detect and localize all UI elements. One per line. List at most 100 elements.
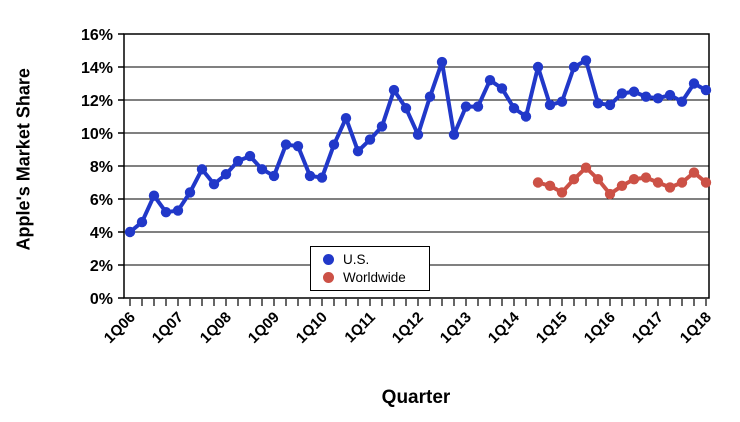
data-point	[628, 174, 640, 185]
data-point	[460, 101, 472, 112]
data-point	[124, 226, 136, 238]
x-tick-label: 1Q15	[533, 309, 571, 347]
x-tick-label: 1Q17	[629, 309, 667, 347]
y-tick-label: 16%	[81, 27, 113, 44]
data-point	[412, 129, 424, 140]
data-point	[640, 91, 652, 102]
x-ticks	[129, 299, 707, 306]
data-point	[232, 155, 244, 167]
data-point	[364, 134, 376, 145]
legend-dot-worldwide-icon	[323, 272, 334, 283]
data-point	[628, 86, 640, 97]
data-point	[496, 83, 508, 94]
data-point	[580, 162, 592, 173]
x-tick-label: 1Q09	[245, 309, 283, 347]
y-tick-label: 4%	[90, 225, 113, 242]
y-tick-label: 8%	[90, 159, 113, 176]
data-point	[568, 174, 580, 185]
x-tick-label: 1Q06	[101, 309, 139, 347]
data-point	[184, 187, 196, 198]
y-axis-title: Apple's Market Share	[13, 68, 34, 251]
data-point	[676, 177, 688, 188]
data-point	[604, 99, 616, 111]
data-point	[556, 187, 568, 198]
data-point	[208, 178, 220, 190]
legend-dot-us-icon	[323, 254, 334, 265]
data-point	[376, 121, 388, 132]
data-point	[268, 170, 280, 182]
data-point	[592, 98, 604, 109]
data-point	[556, 96, 568, 107]
data-point	[616, 180, 628, 191]
data-point	[160, 207, 172, 218]
data-point	[580, 55, 592, 66]
data-point	[172, 205, 184, 216]
data-point	[592, 174, 604, 185]
data-point	[220, 169, 232, 180]
y-tick-label: 14%	[81, 60, 113, 77]
legend-label-us: U.S.	[343, 252, 370, 267]
y-tick-label: 2%	[90, 258, 113, 275]
data-point	[652, 93, 664, 104]
chart-legend: U.S. Worldwide	[310, 246, 430, 291]
data-point	[304, 170, 316, 182]
data-point	[316, 172, 328, 183]
data-point	[532, 61, 544, 73]
data-point	[472, 101, 484, 112]
data-point	[688, 78, 700, 89]
series-line	[128, 58, 708, 234]
x-tick-label: 1Q11	[341, 309, 378, 346]
data-point	[352, 145, 364, 157]
y-tick-label: 0%	[90, 291, 113, 308]
data-point	[400, 103, 412, 114]
axes	[123, 33, 710, 299]
worldwide-series	[532, 162, 712, 200]
x-tick-label: 1Q10	[293, 309, 331, 347]
plot-border	[123, 33, 710, 299]
us-series	[124, 55, 712, 238]
data-point	[568, 61, 580, 73]
data-point	[700, 84, 712, 96]
x-tick-label: 1Q18	[677, 309, 715, 347]
data-point	[532, 177, 544, 188]
data-point	[436, 56, 448, 68]
x-tick-label: 1Q08	[197, 309, 235, 347]
x-tick-labels: 1Q06 1Q07 1Q08 1Q09 1Q10 1Q11 1Q12 1Q13 1Q14 1Q15…	[101, 308, 715, 346]
data-point	[640, 172, 652, 183]
legend-item-worldwide: Worldwide	[323, 270, 421, 285]
data-point	[700, 177, 712, 188]
x-tick-label: 1Q12	[389, 309, 427, 347]
data-point	[148, 190, 160, 201]
data-point	[604, 188, 616, 200]
data-point	[544, 180, 556, 191]
data-point	[520, 111, 532, 122]
y-tick-label: 6%	[90, 192, 113, 209]
data-point	[136, 216, 148, 228]
data-point	[280, 139, 292, 150]
x-tick-label: 1Q07	[149, 309, 187, 347]
data-point	[244, 150, 256, 162]
data-point	[616, 88, 628, 99]
data-point	[484, 75, 496, 86]
data-point	[292, 141, 304, 152]
data-point	[652, 177, 664, 188]
data-point	[448, 129, 460, 140]
x-tick-label: 1Q13	[437, 309, 475, 347]
x-axis-title: Quarter	[381, 387, 451, 408]
y-tick-labels: 0% 2% 4% 6% 8% 10% 12% 14% 16%	[81, 27, 113, 308]
data-point	[424, 91, 436, 102]
x-tick-label: 1Q14	[485, 308, 523, 346]
y-tick-label: 12%	[81, 93, 113, 110]
data-point	[196, 164, 208, 175]
data-point	[688, 167, 700, 178]
legend-item-us: U.S.	[323, 252, 421, 267]
data-point	[664, 182, 676, 193]
legend-label-worldwide: Worldwide	[343, 270, 406, 285]
data-point	[256, 164, 268, 175]
data-point	[340, 112, 352, 124]
data-point	[676, 96, 688, 107]
data-point	[544, 99, 556, 111]
y-tick-label: 10%	[81, 126, 113, 143]
